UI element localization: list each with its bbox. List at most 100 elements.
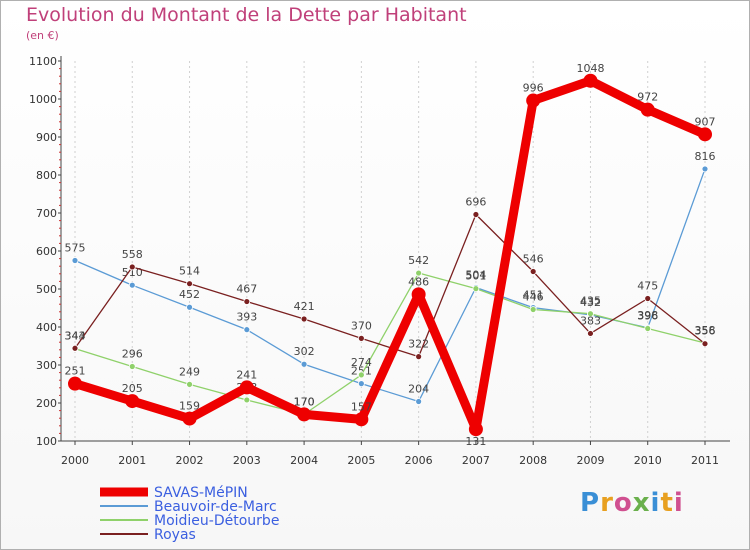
data-label: 446 (523, 291, 544, 304)
data-point (243, 298, 251, 305)
chart-title: Evolution du Montant de la Dette par Hab… (26, 4, 467, 26)
y-tick-label: 300 (36, 359, 57, 372)
legend-label: Moidieu-Détourbe (154, 513, 279, 529)
data-label: 396 (637, 310, 658, 323)
x-tick-label: 2002 (176, 454, 204, 467)
x-tick-label: 2009 (576, 454, 604, 467)
data-label: 972 (637, 91, 658, 104)
data-label: 393 (236, 311, 257, 324)
data-point (354, 412, 369, 427)
data-point (243, 326, 251, 334)
data-label: 451 (523, 289, 544, 302)
data-label: 575 (65, 242, 86, 255)
data-point (128, 363, 136, 370)
data-label: 816 (695, 150, 716, 163)
data-point (472, 211, 480, 218)
x-tick-label: 2001 (118, 454, 146, 467)
data-point (357, 371, 365, 379)
data-point (640, 102, 655, 117)
data-point (186, 380, 193, 388)
y-tick-label: 100 (36, 435, 57, 448)
data-label: 514 (179, 265, 200, 278)
chart-subtitle: (en €) (26, 29, 59, 42)
data-point (186, 303, 193, 311)
data-label: 370 (351, 319, 372, 332)
data-label: 546 (523, 253, 544, 266)
data-label: 249 (179, 365, 200, 378)
series-line (74, 213, 706, 358)
data-label: 467 (236, 283, 257, 296)
data-point (300, 315, 308, 323)
proxiti-logo: Proxiti (580, 488, 684, 518)
data-label: 204 (408, 382, 429, 395)
data-point (701, 165, 709, 173)
x-tick-label: 2010 (634, 454, 662, 467)
x-tick-label: 2003 (233, 454, 261, 467)
data-label: 996 (523, 82, 544, 95)
series-line (74, 272, 706, 416)
data-label: 296 (122, 348, 143, 361)
data-point (701, 340, 709, 348)
data-label: 452 (179, 288, 200, 301)
data-point (698, 127, 712, 142)
data-point (125, 394, 140, 409)
data-point (182, 411, 197, 426)
data-point (239, 380, 254, 395)
data-label: 159 (179, 400, 200, 413)
data-point (68, 376, 82, 391)
y-tick-label: 600 (36, 245, 57, 258)
x-tick-label: 2007 (462, 454, 490, 467)
data-label: 356 (695, 325, 716, 338)
data-point (415, 398, 423, 405)
data-label: 501 (465, 270, 486, 283)
y-tick-label: 500 (36, 283, 57, 296)
data-label: 131 (465, 435, 486, 448)
x-tick-label: 2005 (347, 454, 375, 467)
legend-label: Beauvoir-de-Marc (154, 499, 277, 515)
data-label: 322 (408, 338, 429, 351)
data-label: 274 (351, 356, 372, 369)
data-label: 302 (294, 345, 315, 358)
y-tick-label: 1100 (29, 55, 57, 68)
data-label: 696 (465, 196, 486, 209)
x-tick-label: 2008 (519, 454, 547, 467)
data-point (587, 330, 594, 337)
data-point (583, 73, 598, 88)
data-point (186, 280, 193, 288)
y-tick-label: 400 (36, 321, 57, 334)
data-point (587, 310, 594, 318)
y-tick-label: 700 (36, 207, 57, 220)
data-label: 504 (465, 268, 486, 281)
y-tick-label: 800 (36, 169, 57, 182)
x-tick-label: 2000 (61, 454, 89, 467)
data-point (357, 334, 365, 342)
data-label: 343 (65, 330, 86, 343)
data-point (128, 281, 136, 289)
data-label: 486 (408, 275, 429, 288)
data-point (415, 353, 423, 361)
data-point (411, 287, 426, 302)
x-tick-label: 2004 (290, 454, 318, 467)
data-point (71, 257, 79, 264)
data-label: 558 (122, 248, 143, 261)
data-point (415, 269, 423, 277)
data-label: 421 (294, 300, 315, 313)
data-point (468, 422, 483, 437)
data-point (644, 325, 652, 332)
data-point (529, 306, 537, 313)
data-label: 251 (351, 365, 372, 378)
y-tick-label: 200 (36, 397, 57, 410)
data-label: 432 (580, 296, 601, 309)
data-point (529, 268, 537, 275)
data-label: 170 (294, 395, 315, 408)
data-point (297, 407, 312, 422)
data-label: 475 (637, 280, 658, 293)
data-label: 344 (65, 329, 86, 342)
data-point (243, 396, 251, 404)
data-point (300, 360, 308, 368)
legend-label: SAVAS-MéPIN (154, 485, 248, 501)
y-tick-label: 1000 (29, 93, 57, 106)
data-point (71, 344, 79, 352)
